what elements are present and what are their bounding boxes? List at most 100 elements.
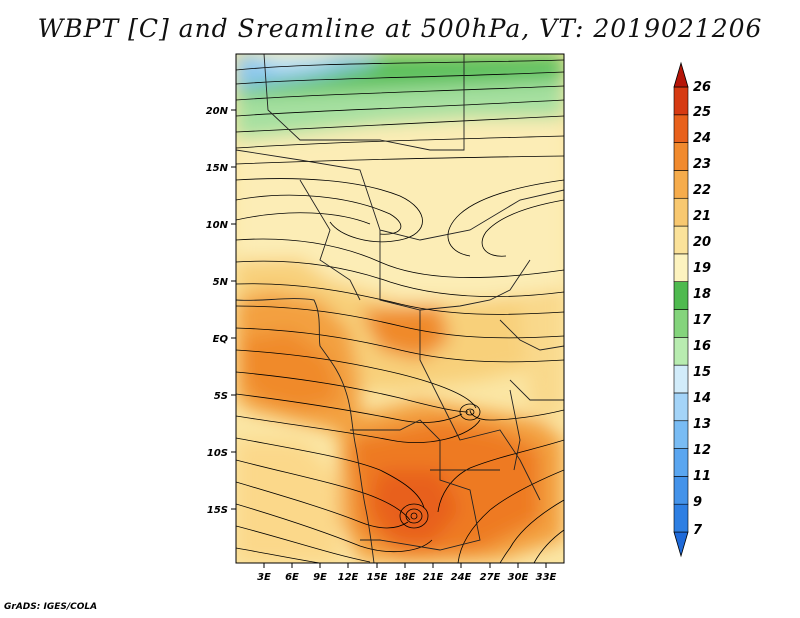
colorbar-segment	[673, 86, 689, 116]
lat-label: 15S	[207, 505, 228, 516]
streamline	[410, 512, 418, 520]
country-borders	[236, 54, 564, 563]
lon-label: 6E	[285, 572, 299, 583]
lon-label: 30E	[508, 572, 529, 583]
temperature-field	[236, 54, 564, 563]
streamline	[399, 503, 429, 529]
lat-label: 5S	[214, 391, 228, 402]
lon-label: 18E	[395, 572, 416, 583]
colorbar-label: 7	[693, 523, 703, 538]
streamline	[469, 409, 564, 421]
colorbar: 7 9 11 12 13 14 15 16 17 18 19 20 21 22 …	[673, 61, 712, 558]
colorbar-segment	[673, 364, 689, 394]
colorbar-label: 18	[693, 287, 711, 302]
streamline	[499, 499, 564, 563]
streamline	[236, 525, 371, 563]
colorbar-label: 19	[693, 261, 711, 276]
lat-label: EQ	[213, 334, 229, 345]
colorbar-label: 17	[693, 313, 712, 328]
colorbar-label: 9	[693, 495, 702, 510]
colorbar-label: 13	[693, 417, 711, 432]
border	[350, 419, 481, 551]
streamline	[533, 529, 564, 563]
border	[499, 319, 564, 351]
border	[379, 230, 531, 311]
streamline	[236, 260, 564, 297]
streamline	[236, 371, 469, 413]
streamline	[236, 283, 564, 315]
border	[419, 310, 541, 501]
streamline	[236, 85, 564, 101]
colorbar-segment	[673, 142, 689, 171]
colorbar-segment	[673, 197, 689, 227]
colorbar-segments	[673, 86, 689, 533]
credit-text: GrADS: IGES/COLA	[4, 602, 98, 612]
longitude-axis: 3E 6E 9E 12E 15E 18E 21E 24E 27E 30E 33E	[257, 563, 557, 583]
latitude-axis: 20N 15N 10N 5N EQ 5S 10S 15S	[206, 106, 236, 516]
colorbar-arrow-top	[673, 61, 689, 88]
colorbar-segment	[673, 225, 689, 255]
streamline	[236, 155, 564, 165]
colorbar-label: 24	[693, 131, 711, 146]
streamline	[465, 408, 475, 416]
streamline	[236, 327, 564, 363]
colorbar-segment	[673, 253, 689, 282]
streamline	[236, 349, 477, 409]
streamline	[236, 547, 321, 563]
colorbar-label: 14	[693, 391, 711, 406]
colorbar-arrow-bottom	[673, 531, 689, 558]
colorbar-label: 11	[693, 469, 711, 484]
map-frame	[235, 53, 565, 564]
colorbar-label: 25	[693, 105, 711, 120]
border	[236, 149, 564, 241]
colorbar-segment	[673, 503, 689, 533]
colorbar-label: 15	[693, 365, 711, 380]
streamline	[447, 179, 564, 257]
colorbar-segment	[673, 420, 689, 449]
streamline	[236, 99, 564, 117]
streamline	[236, 503, 433, 552]
streamline	[236, 212, 371, 225]
colorbar-label: 16	[693, 339, 711, 354]
streamline	[236, 437, 425, 509]
lon-label: 33E	[536, 572, 557, 583]
streamline	[437, 439, 564, 513]
colorbar-label: 20	[693, 235, 711, 250]
colorbar-label: 22	[693, 183, 711, 198]
streamline	[236, 71, 564, 85]
lon-label: 15E	[367, 572, 388, 583]
streamline	[236, 194, 402, 235]
lake	[509, 389, 521, 471]
colorbar-segment	[673, 337, 689, 366]
border	[299, 179, 361, 301]
colorbar-labels: 7 9 11 12 13 14 15 16 17 18 19 20 21 22 …	[693, 80, 712, 538]
lat-label: 10S	[207, 448, 228, 459]
border	[509, 379, 564, 401]
colorbar-segment	[673, 114, 689, 143]
streamline	[236, 135, 564, 149]
streamline	[236, 393, 463, 423]
streamline	[481, 199, 564, 257]
colorbar-label: 12	[693, 443, 711, 458]
colorbar-label: 23	[693, 157, 711, 172]
colorbar-segment	[673, 281, 689, 310]
lat-label: 5N	[213, 277, 229, 288]
lon-label: 24E	[451, 572, 472, 583]
colorbar-label: 26	[693, 80, 711, 95]
lon-label: 21E	[423, 572, 444, 583]
lon-label: 27E	[480, 572, 501, 583]
colorbar-label: 21	[693, 209, 711, 224]
streamline	[236, 459, 411, 521]
border	[263, 54, 465, 151]
lon-label: 12E	[338, 572, 359, 583]
coastline-west	[236, 298, 375, 563]
lat-label: 15N	[206, 163, 229, 174]
map-title: WBPT [C] and Sreamline at 500hPa, VT: 20…	[37, 14, 763, 43]
streamline	[457, 469, 564, 563]
colorbar-segment	[673, 309, 689, 338]
streamline	[236, 59, 564, 71]
streamline	[236, 178, 423, 243]
lon-label: 9E	[313, 572, 327, 583]
colorbar-segment	[673, 476, 689, 505]
